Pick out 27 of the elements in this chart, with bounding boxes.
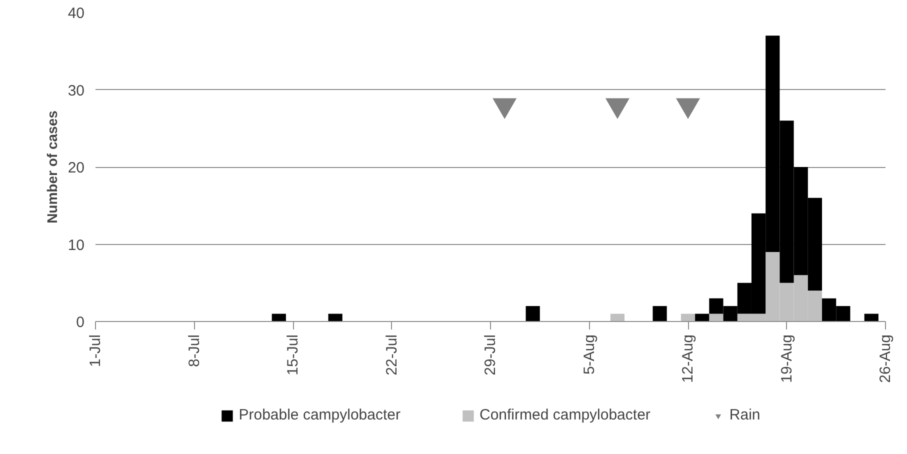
- bar: [328, 314, 342, 322]
- x-tick-label: 26-Aug: [877, 334, 894, 383]
- y-axis-title: Number of cases: [44, 110, 60, 224]
- y-tick-label: 0: [76, 314, 84, 331]
- x-tick-label: 22-Jul: [383, 334, 400, 376]
- x-tick-label: 19-Aug: [778, 334, 796, 383]
- y-tick-label: 20: [68, 160, 85, 176]
- x-tick-label: 12-Aug: [680, 334, 696, 383]
- y-tick-label: 30: [68, 82, 85, 100]
- bar: [652, 306, 667, 322]
- bar: [709, 314, 724, 322]
- legend-label: Confirmed campylobacter: [480, 406, 650, 424]
- y-tick-label: 40: [68, 5, 85, 22]
- bar: [526, 306, 540, 322]
- x-tick-label: 1-Jul: [87, 334, 104, 368]
- bar: [695, 314, 710, 322]
- x-tick-label: 5-Aug: [580, 334, 598, 375]
- y-tick-label: 10: [68, 236, 85, 254]
- legend-label: Probable campylobacter: [238, 406, 400, 424]
- bar: [610, 314, 625, 322]
- legend-label: Rain: [729, 406, 760, 424]
- bar: [680, 314, 696, 322]
- bar: [864, 314, 878, 322]
- bar: [272, 314, 286, 322]
- x-tick-label: 15-Jul: [284, 334, 302, 376]
- x-tick-label: 8-Jul: [186, 334, 203, 368]
- x-tick-label: 29-Jul: [482, 334, 499, 376]
